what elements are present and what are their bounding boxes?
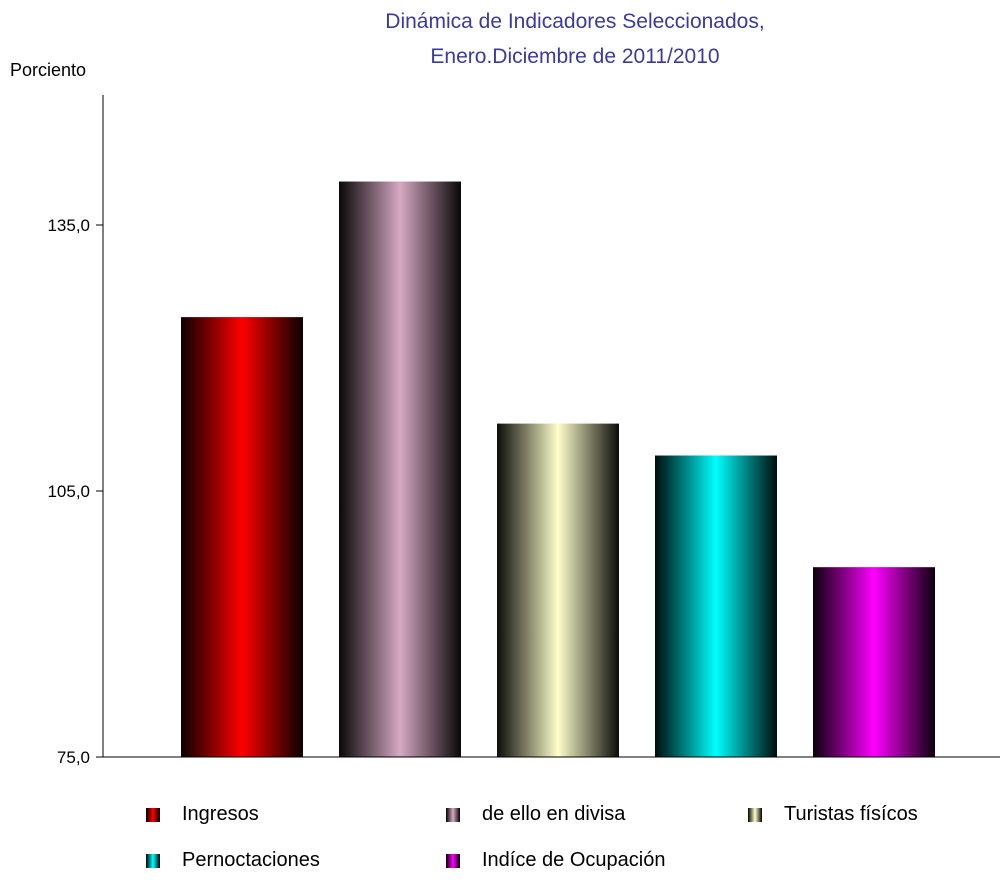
legend-item: Pernoctaciones: [146, 849, 320, 872]
legend-label: Ingresos: [182, 803, 259, 826]
legend-swatch: [146, 808, 160, 822]
bar-1: [181, 317, 303, 757]
legend-label: Indíce de Ocupación: [482, 849, 665, 872]
bar-chart: 135,0 105,0 75,0: [0, 0, 1008, 790]
legend-swatch: [446, 808, 460, 822]
legend-item: Indíce de Ocupación: [446, 849, 665, 872]
y-tick-label: 135,0: [47, 216, 90, 235]
legend-item: de ello en divisa: [446, 803, 625, 826]
legend-label: Pernoctaciones: [182, 849, 320, 872]
legend-label: de ello en divisa: [482, 803, 625, 826]
bar-4: [655, 456, 777, 757]
legend-item: Ingresos: [146, 803, 259, 826]
legend-swatch: [748, 808, 762, 822]
legend-item: Turistas físícos: [748, 803, 918, 826]
legend-swatch: [446, 854, 460, 868]
y-tick-label: 105,0: [47, 482, 90, 501]
bar-2: [339, 182, 461, 757]
bar-3: [497, 424, 619, 757]
legend-label: Turistas físícos: [784, 803, 918, 826]
bar-5: [813, 567, 935, 757]
legend-swatch: [146, 854, 160, 868]
y-tick-label: 75,0: [57, 748, 90, 767]
